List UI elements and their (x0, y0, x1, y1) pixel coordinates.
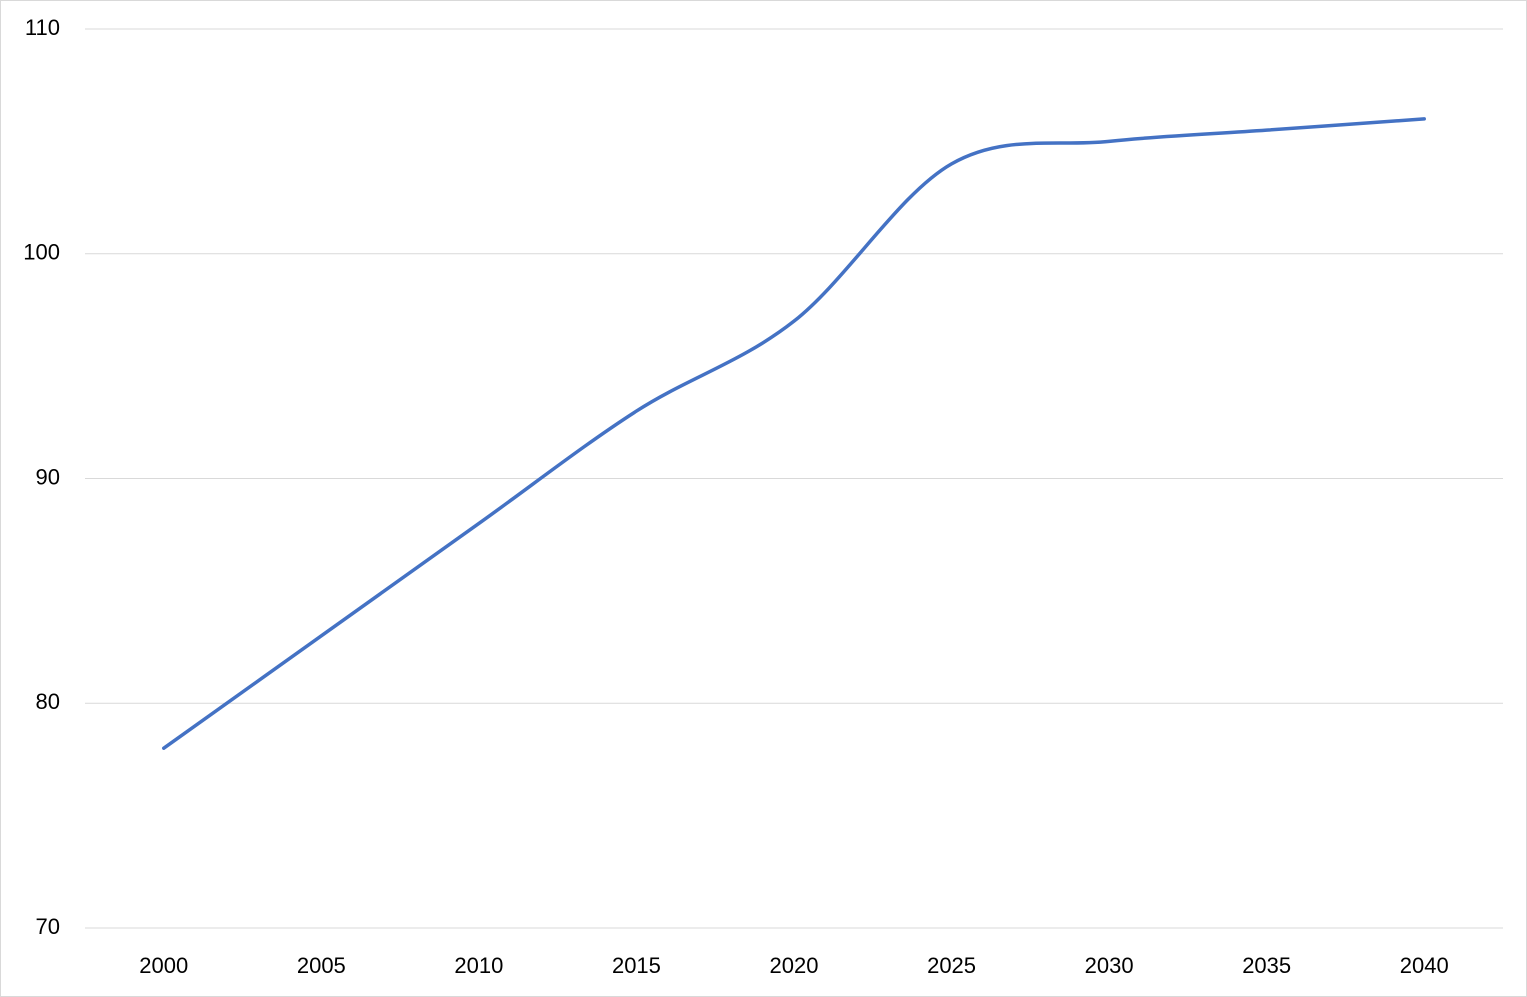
x-tick-label: 2020 (770, 953, 819, 978)
x-tick-label: 2025 (927, 953, 976, 978)
x-tick-label: 2015 (612, 953, 661, 978)
y-tick-label: 90 (36, 464, 60, 489)
x-tick-label: 2010 (454, 953, 503, 978)
x-tick-label: 2035 (1242, 953, 1291, 978)
y-tick-label: 80 (36, 689, 60, 714)
line-series (162, 117, 1426, 750)
x-tick-label: 2000 (139, 953, 188, 978)
x-tick-label: 2005 (297, 953, 346, 978)
x-tick-label: 2030 (1085, 953, 1134, 978)
x-tick-label: 2040 (1400, 953, 1449, 978)
y-tick-label: 70 (36, 914, 60, 939)
y-tick-label: 110 (25, 15, 60, 40)
y-tick-label: 100 (23, 240, 60, 265)
